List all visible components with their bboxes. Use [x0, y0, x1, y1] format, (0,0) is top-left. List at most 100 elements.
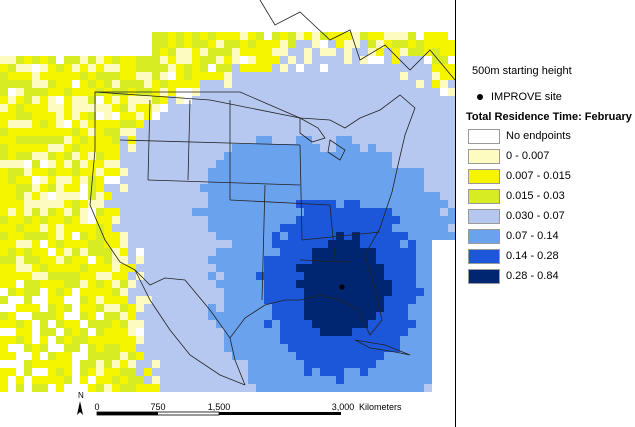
grid-cell [40, 72, 48, 80]
grid-cell [32, 208, 40, 216]
grid-cell [184, 376, 192, 384]
scale-tick-750: 750 [150, 402, 165, 412]
grid-cell [208, 264, 216, 272]
grid-cell [208, 304, 216, 312]
grid-cell [160, 160, 168, 168]
grid-cell [88, 168, 96, 176]
grid-cell [392, 224, 400, 232]
grid-cell [424, 304, 432, 312]
grid-cell [256, 112, 264, 120]
grid-cell [192, 344, 200, 352]
grid-cell [256, 88, 264, 96]
grid-cell [104, 376, 112, 384]
grid-cell [48, 256, 56, 264]
grid-cell [256, 232, 264, 240]
legend-swatch [468, 248, 500, 264]
grid-cell [192, 360, 200, 368]
grid-cell [312, 368, 320, 376]
grid-cell [320, 224, 328, 232]
grid-cell [0, 120, 8, 128]
grid-cell [304, 240, 312, 248]
grid-cell [328, 168, 336, 176]
grid-cell [376, 208, 384, 216]
grid-cell [48, 328, 56, 336]
grid-cell [376, 136, 384, 144]
grid-cell [400, 320, 408, 328]
grid-cell [392, 120, 400, 128]
grid-cell [32, 312, 40, 320]
grid-cell [160, 32, 168, 40]
grid-cell [352, 320, 360, 328]
grid-cell [304, 328, 312, 336]
grid-cell [240, 344, 248, 352]
grid-cell [216, 280, 224, 288]
grid-cell [400, 168, 408, 176]
grid-cell [296, 232, 304, 240]
grid-cell [0, 248, 8, 256]
grid-cell [96, 264, 104, 272]
grid-cell [264, 168, 272, 176]
grid-cell [392, 280, 400, 288]
grid-cell [392, 304, 400, 312]
grid-cell [384, 320, 392, 328]
grid-cell [312, 120, 320, 128]
grid-cell [448, 216, 455, 224]
grid-cell [40, 376, 48, 384]
grid-cell [312, 304, 320, 312]
grid-cell [16, 272, 24, 280]
grid-cell [232, 344, 240, 352]
grid-cell [312, 312, 320, 320]
grid-cell [128, 384, 136, 392]
grid-cell [328, 192, 336, 200]
grid-cell [288, 320, 296, 328]
grid-cell [24, 360, 32, 368]
grid-cell [224, 248, 232, 256]
grid-cell [288, 288, 296, 296]
boundary-line [329, 204, 336, 261]
grid-cell [232, 256, 240, 264]
grid-cell [64, 208, 72, 216]
grid-cell [40, 120, 48, 128]
grid-cell [120, 104, 128, 112]
grid-cell [264, 272, 272, 280]
grid-cell [224, 136, 232, 144]
grid-cell [0, 168, 8, 176]
grid-cell [216, 200, 224, 208]
grid-cell [256, 272, 264, 280]
grid-cell [352, 232, 360, 240]
grid-cell [104, 128, 112, 136]
grid-cell [56, 176, 64, 184]
grid-cell [72, 192, 80, 200]
grid-cell [88, 224, 96, 232]
grid-cell [128, 256, 136, 264]
grid-cell [8, 168, 16, 176]
grid-cell [168, 352, 176, 360]
grid-cell [256, 56, 264, 64]
grid-cell [56, 312, 64, 320]
grid-cell [264, 136, 272, 144]
grid-cell [368, 152, 376, 160]
grid-cell [344, 328, 352, 336]
grid-cell [240, 352, 248, 360]
grid-cell [184, 80, 192, 88]
grid-cell [256, 336, 264, 344]
grid-cell [224, 80, 232, 88]
grid-cell [0, 144, 8, 152]
grid-cell [336, 208, 344, 216]
grid-cell [288, 96, 296, 104]
grid-cell [184, 256, 192, 264]
grid-cell [96, 272, 104, 280]
grid-cell [352, 48, 360, 56]
grid-cell [240, 80, 248, 88]
grid-cell [272, 88, 280, 96]
grid-cell [432, 216, 440, 224]
grid-cell [424, 360, 432, 368]
grid-cell [152, 160, 160, 168]
grid-cell [272, 320, 280, 328]
grid-cell [168, 320, 176, 328]
grid-cell [32, 304, 40, 312]
grid-cell [280, 248, 288, 256]
grid-cell [304, 208, 312, 216]
grid-cell [96, 240, 104, 248]
grid-cell [312, 64, 320, 72]
